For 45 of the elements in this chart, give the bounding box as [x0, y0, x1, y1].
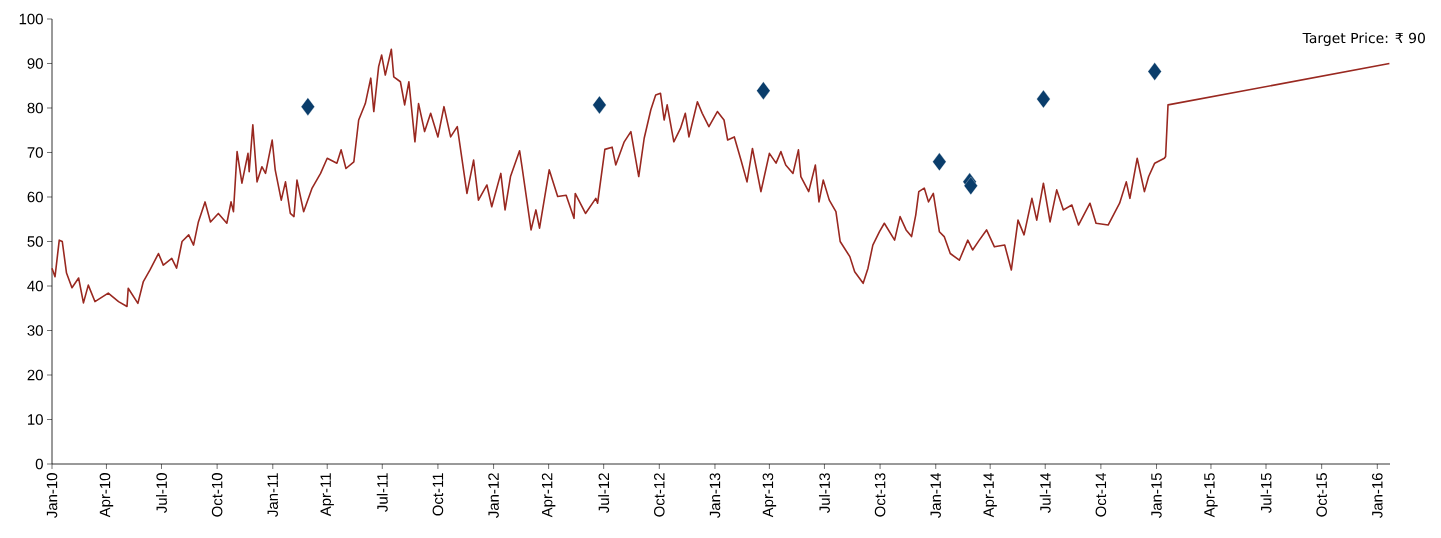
x-tick-label: Apr-13	[762, 473, 777, 518]
y-tick-label: 40	[27, 280, 43, 292]
y-tick-label: 0	[35, 458, 43, 470]
x-tick-label: Jan-14	[930, 472, 941, 518]
x-tick-label: Oct-14	[1095, 472, 1107, 517]
x-tick-label: Jul-12	[598, 473, 610, 513]
x-tick-label: Oct-12	[654, 473, 665, 517]
point	[932, 152, 947, 171]
x-tick-label: Apr-10	[99, 473, 114, 518]
x-tick-label: Jul-14	[1039, 472, 1051, 513]
point	[963, 176, 978, 196]
y-tick-label: 60	[27, 191, 43, 203]
point	[756, 81, 771, 100]
y-tick-label: 80	[27, 102, 43, 114]
x-tick-label: Jul-11	[376, 473, 388, 512]
y-tick-label: 10	[28, 414, 43, 425]
x-tick-label: Oct-13	[874, 473, 886, 517]
y-tick-label: 100	[19, 13, 43, 25]
y-tick-label: 20	[27, 369, 43, 381]
x-tick-label: Apr-11	[320, 473, 334, 517]
y-tick-label: 30	[27, 325, 43, 336]
x-tick-label: Jan-11	[267, 473, 278, 517]
x-tick-label: Oct-15	[1316, 473, 1327, 517]
line-series	[51, 48, 1391, 308]
x-tick-label: Apr-15	[1204, 473, 1218, 518]
point	[1147, 62, 1162, 81]
point	[300, 97, 315, 116]
x-tick-label: Jul-10	[156, 473, 167, 513]
x-tick-label: Oct-10	[211, 473, 223, 517]
x-tick-label: Jan-10	[46, 473, 58, 518]
x-tick-label: Oct-11	[432, 473, 444, 516]
x-tick-label: Jan-13	[709, 473, 721, 518]
x-tick-label: Jul-13	[818, 473, 830, 513]
point	[592, 95, 607, 115]
annotation: Target Price: ₹ 90	[1302, 32, 1425, 46]
x-tick-label: Jan-12	[488, 473, 499, 518]
x-tick-label: Apr-12	[541, 473, 556, 518]
x-tick-label: Apr-14	[983, 472, 997, 518]
x-tick-label: Jul-15	[1260, 473, 1272, 513]
y-tick-label: 70	[27, 147, 43, 158]
point	[1036, 89, 1051, 109]
y-tick-label: 90	[27, 58, 43, 69]
y-tick-label: 50	[27, 236, 43, 247]
x-tick-label: Jan-15	[1151, 473, 1162, 518]
x-tick-label: Jan-16	[1372, 473, 1383, 518]
